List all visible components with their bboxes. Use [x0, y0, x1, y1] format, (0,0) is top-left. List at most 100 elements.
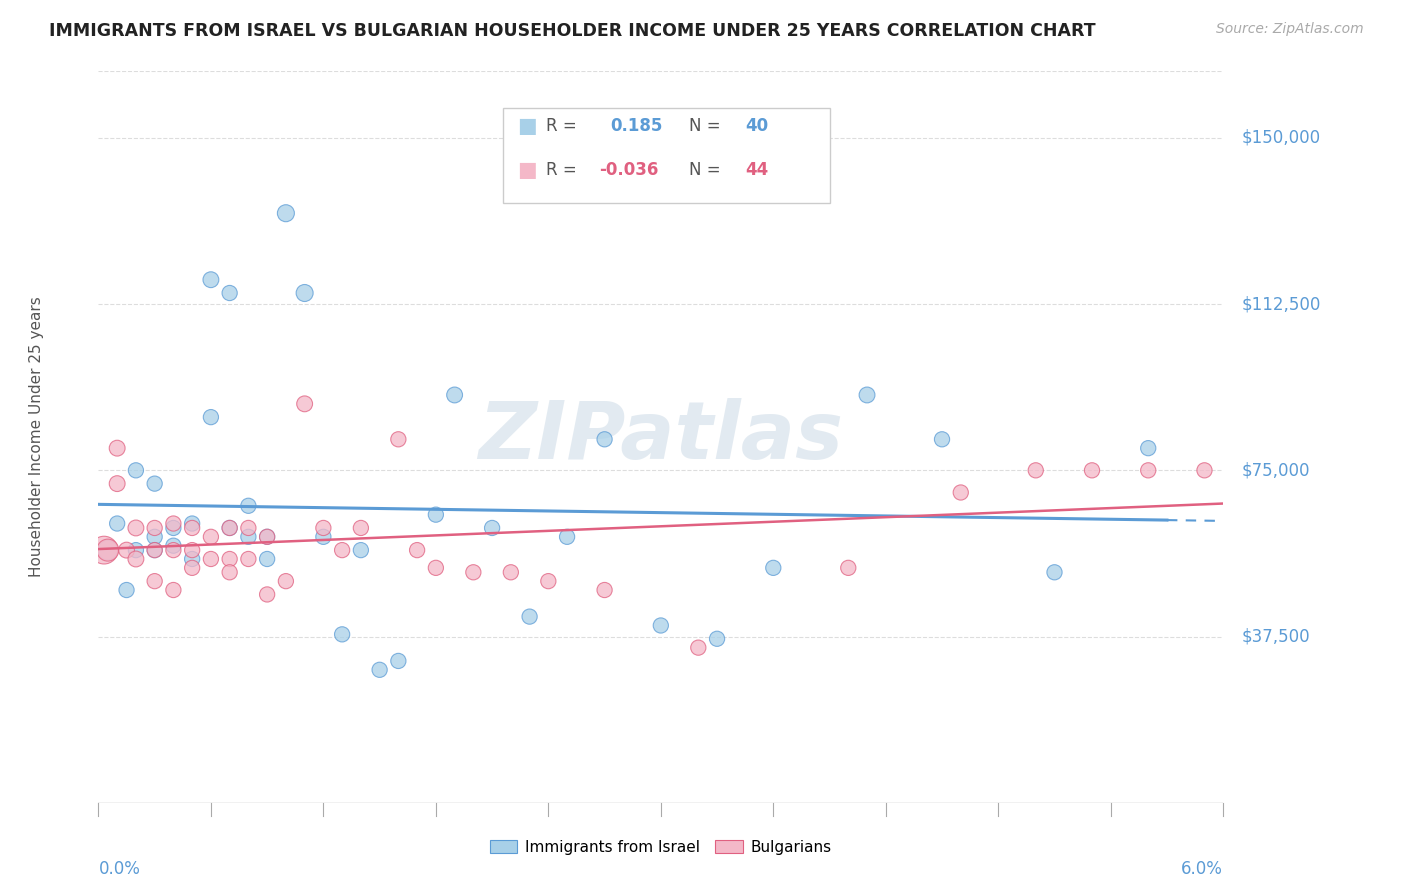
Text: R =: R =	[546, 161, 576, 179]
Point	[949, 485, 972, 500]
Point	[105, 476, 128, 491]
Point	[162, 516, 184, 531]
Text: 44: 44	[745, 161, 769, 179]
Point	[274, 574, 297, 589]
Text: $37,500: $37,500	[1241, 628, 1310, 646]
Text: -0.036: -0.036	[599, 161, 658, 179]
Point	[1025, 463, 1047, 477]
Point	[368, 663, 391, 677]
Point	[256, 552, 278, 566]
Text: ZIPatlas: ZIPatlas	[478, 398, 844, 476]
Point	[256, 587, 278, 601]
Point	[256, 530, 278, 544]
Point	[1137, 463, 1160, 477]
Text: N =: N =	[689, 117, 720, 136]
Text: $75,000: $75,000	[1241, 461, 1310, 479]
Point	[425, 561, 447, 575]
Point	[238, 530, 260, 544]
Text: Source: ZipAtlas.com: Source: ZipAtlas.com	[1216, 22, 1364, 37]
Point	[143, 543, 166, 558]
Text: Householder Income Under 25 years: Householder Income Under 25 years	[30, 297, 44, 577]
Point	[1081, 463, 1104, 477]
Point	[406, 543, 429, 558]
FancyBboxPatch shape	[503, 108, 830, 203]
Point	[218, 521, 240, 535]
Point	[312, 521, 335, 535]
Text: IMMIGRANTS FROM ISRAEL VS BULGARIAN HOUSEHOLDER INCOME UNDER 25 YEARS CORRELATIO: IMMIGRANTS FROM ISRAEL VS BULGARIAN HOUS…	[49, 22, 1095, 40]
Point	[125, 543, 148, 558]
Text: 6.0%: 6.0%	[1181, 861, 1223, 879]
Point	[463, 566, 485, 580]
Point	[593, 432, 616, 446]
Point	[162, 521, 184, 535]
Point	[218, 566, 240, 580]
Point	[200, 530, 222, 544]
Point	[125, 463, 148, 477]
Text: 40: 40	[745, 117, 768, 136]
Text: 0.0%: 0.0%	[98, 861, 141, 879]
Point	[650, 618, 672, 632]
Point	[499, 566, 522, 580]
Point	[238, 552, 260, 566]
Legend: Immigrants from Israel, Bulgarians: Immigrants from Israel, Bulgarians	[484, 834, 838, 861]
Point	[162, 539, 184, 553]
Text: N =: N =	[689, 161, 720, 179]
Point	[143, 476, 166, 491]
Point	[537, 574, 560, 589]
Point	[93, 543, 115, 558]
Point	[312, 530, 335, 544]
Point	[688, 640, 710, 655]
Point	[593, 582, 616, 597]
Point	[519, 609, 541, 624]
Point	[181, 552, 204, 566]
Point	[481, 521, 503, 535]
Point	[218, 285, 240, 300]
Point	[200, 273, 222, 287]
Point	[931, 432, 953, 446]
Point	[181, 543, 204, 558]
Point	[181, 521, 204, 535]
Point	[387, 432, 409, 446]
Point	[856, 388, 879, 402]
Point	[274, 206, 297, 220]
Point	[387, 654, 409, 668]
Text: 0.185: 0.185	[610, 117, 662, 136]
Point	[105, 516, 128, 531]
Point	[218, 521, 240, 535]
Point	[425, 508, 447, 522]
Point	[1043, 566, 1066, 580]
Point	[706, 632, 728, 646]
Text: $150,000: $150,000	[1241, 128, 1322, 147]
Point	[350, 543, 373, 558]
Point	[350, 521, 373, 535]
Point	[143, 543, 166, 558]
Text: $112,500: $112,500	[1241, 295, 1322, 313]
Point	[181, 561, 204, 575]
Point	[115, 543, 138, 558]
Point	[238, 521, 260, 535]
Point	[1194, 463, 1216, 477]
Point	[181, 516, 204, 531]
Point	[256, 530, 278, 544]
Point	[143, 530, 166, 544]
Point	[143, 574, 166, 589]
Point	[115, 582, 138, 597]
Point	[143, 521, 166, 535]
Point	[162, 543, 184, 558]
Point	[294, 397, 316, 411]
Point	[330, 543, 353, 558]
Point	[125, 521, 148, 535]
Point	[330, 627, 353, 641]
Point	[125, 552, 148, 566]
Point	[200, 552, 222, 566]
Point	[200, 410, 222, 425]
Text: ■: ■	[517, 116, 537, 136]
Text: ■: ■	[517, 160, 537, 180]
Point	[555, 530, 578, 544]
Point	[97, 543, 120, 558]
Point	[762, 561, 785, 575]
Point	[105, 441, 128, 455]
Point	[218, 552, 240, 566]
Point	[238, 499, 260, 513]
Point	[443, 388, 465, 402]
